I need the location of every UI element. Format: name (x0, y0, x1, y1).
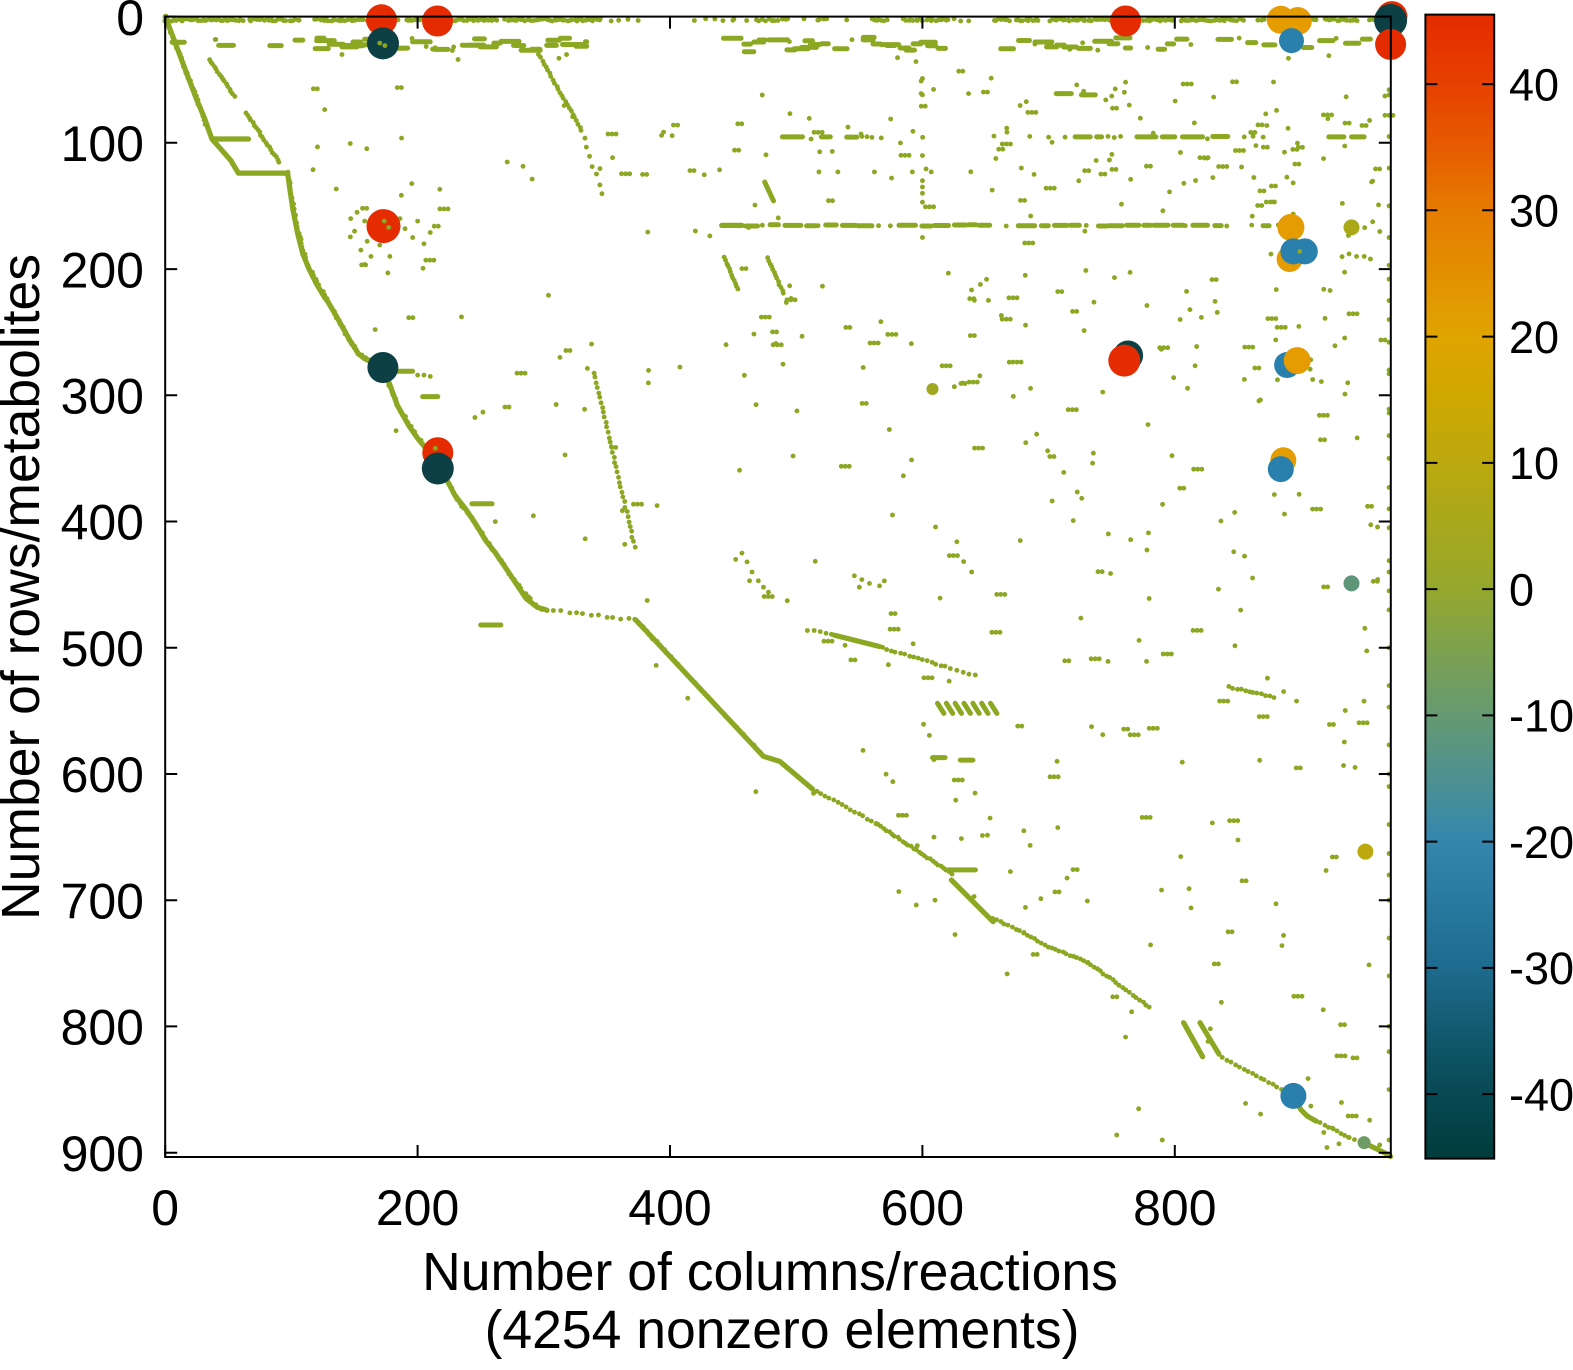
svg-text:400: 400 (61, 495, 144, 551)
svg-text:Number of rows/metabolites: Number of rows/metabolites (0, 254, 51, 920)
svg-text:800: 800 (1133, 1180, 1216, 1236)
svg-text:-20: -20 (1509, 817, 1573, 868)
svg-text:200: 200 (376, 1180, 459, 1236)
svg-text:Number of columns/reactions: Number of columns/reactions (422, 1243, 1118, 1302)
svg-text:-40: -40 (1509, 1069, 1573, 1120)
svg-text:500: 500 (61, 621, 144, 677)
svg-text:600: 600 (61, 747, 144, 803)
svg-text:100: 100 (61, 116, 144, 172)
svg-text:700: 700 (61, 873, 144, 929)
svg-text:900: 900 (61, 1126, 144, 1182)
svg-text:-10: -10 (1509, 691, 1573, 742)
svg-text:800: 800 (61, 1000, 144, 1056)
svg-text:400: 400 (628, 1180, 711, 1236)
svg-text:10: 10 (1509, 438, 1559, 489)
svg-text:30: 30 (1509, 186, 1559, 237)
svg-text:0: 0 (116, 0, 144, 46)
svg-text:(4254 nonzero elements): (4254 nonzero elements) (485, 1301, 1080, 1360)
svg-text:200: 200 (61, 242, 144, 298)
svg-text:600: 600 (881, 1180, 964, 1236)
svg-text:-30: -30 (1509, 943, 1573, 994)
svg-text:40: 40 (1509, 59, 1559, 110)
svg-text:300: 300 (61, 369, 144, 425)
svg-text:0: 0 (1509, 564, 1534, 615)
svg-text:20: 20 (1509, 312, 1559, 363)
svg-text:0: 0 (151, 1180, 179, 1236)
